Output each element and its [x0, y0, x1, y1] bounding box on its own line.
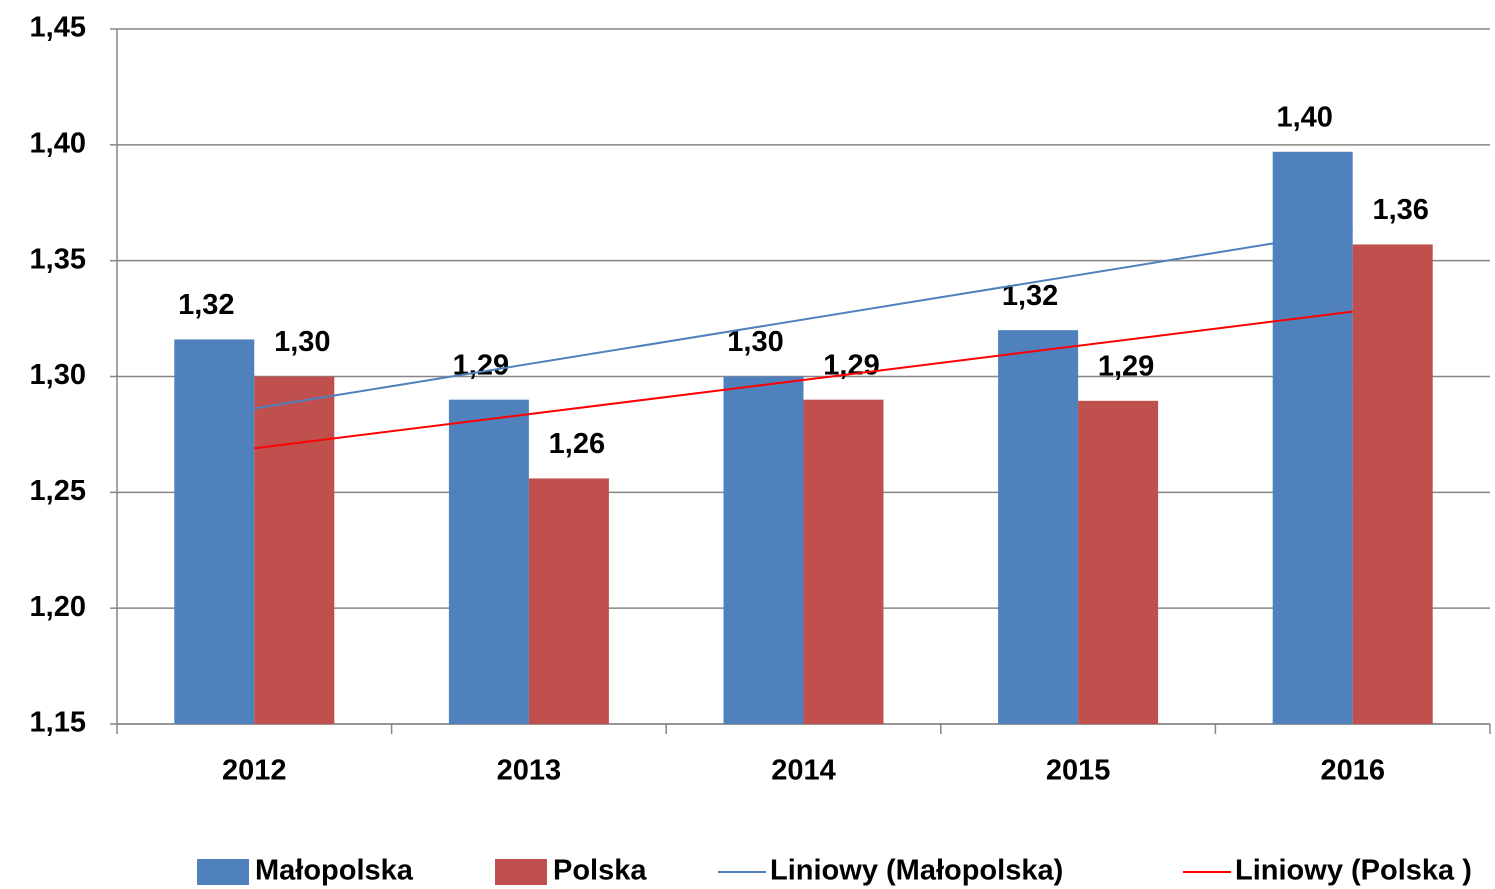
bar [1272, 151, 1353, 725]
legend-swatch [495, 859, 547, 885]
bar [723, 376, 804, 724]
y-tick-label: 1,25 [30, 475, 86, 507]
legend-label: Polska [553, 855, 647, 887]
bar [448, 399, 529, 724]
y-tick-label: 1,30 [30, 359, 86, 391]
trendline [254, 310, 1353, 450]
data-label: 1,40 [1276, 101, 1332, 133]
x-tick-label: 2014 [771, 755, 836, 787]
y-tick-label: 1,35 [30, 243, 86, 275]
legend-label: Liniowy (Polska ) [1235, 855, 1472, 887]
data-label: 1,29 [453, 349, 509, 381]
y-tick-label: 1,40 [30, 127, 86, 159]
data-label: 1,30 [274, 326, 330, 358]
bar [528, 478, 609, 724]
bar [1078, 400, 1159, 724]
x-tick-label: 2012 [222, 755, 287, 787]
data-label: 1,26 [549, 428, 605, 460]
x-tick-label: 2016 [1320, 755, 1385, 787]
bar [174, 339, 255, 724]
x-tick-label: 2015 [1046, 755, 1111, 787]
bar [998, 330, 1079, 724]
data-label: 1,30 [727, 326, 783, 358]
legend-swatch [197, 859, 249, 885]
y-tick-label: 1,20 [30, 591, 86, 623]
data-label: 1,29 [1098, 350, 1154, 382]
trendline [254, 229, 1353, 410]
x-tick-label: 2013 [497, 755, 562, 787]
data-label: 1,32 [1002, 280, 1058, 312]
legend-label: Małopolska [255, 855, 414, 887]
bar [803, 399, 884, 724]
y-tick-label: 1,15 [30, 707, 86, 739]
bar [254, 376, 335, 724]
data-label: 1,36 [1372, 194, 1428, 226]
legend-label: Liniowy (Małopolska) [770, 855, 1063, 887]
y-tick-label: 1,45 [30, 12, 86, 44]
data-label: 1,32 [178, 289, 234, 321]
bar [1352, 244, 1433, 724]
